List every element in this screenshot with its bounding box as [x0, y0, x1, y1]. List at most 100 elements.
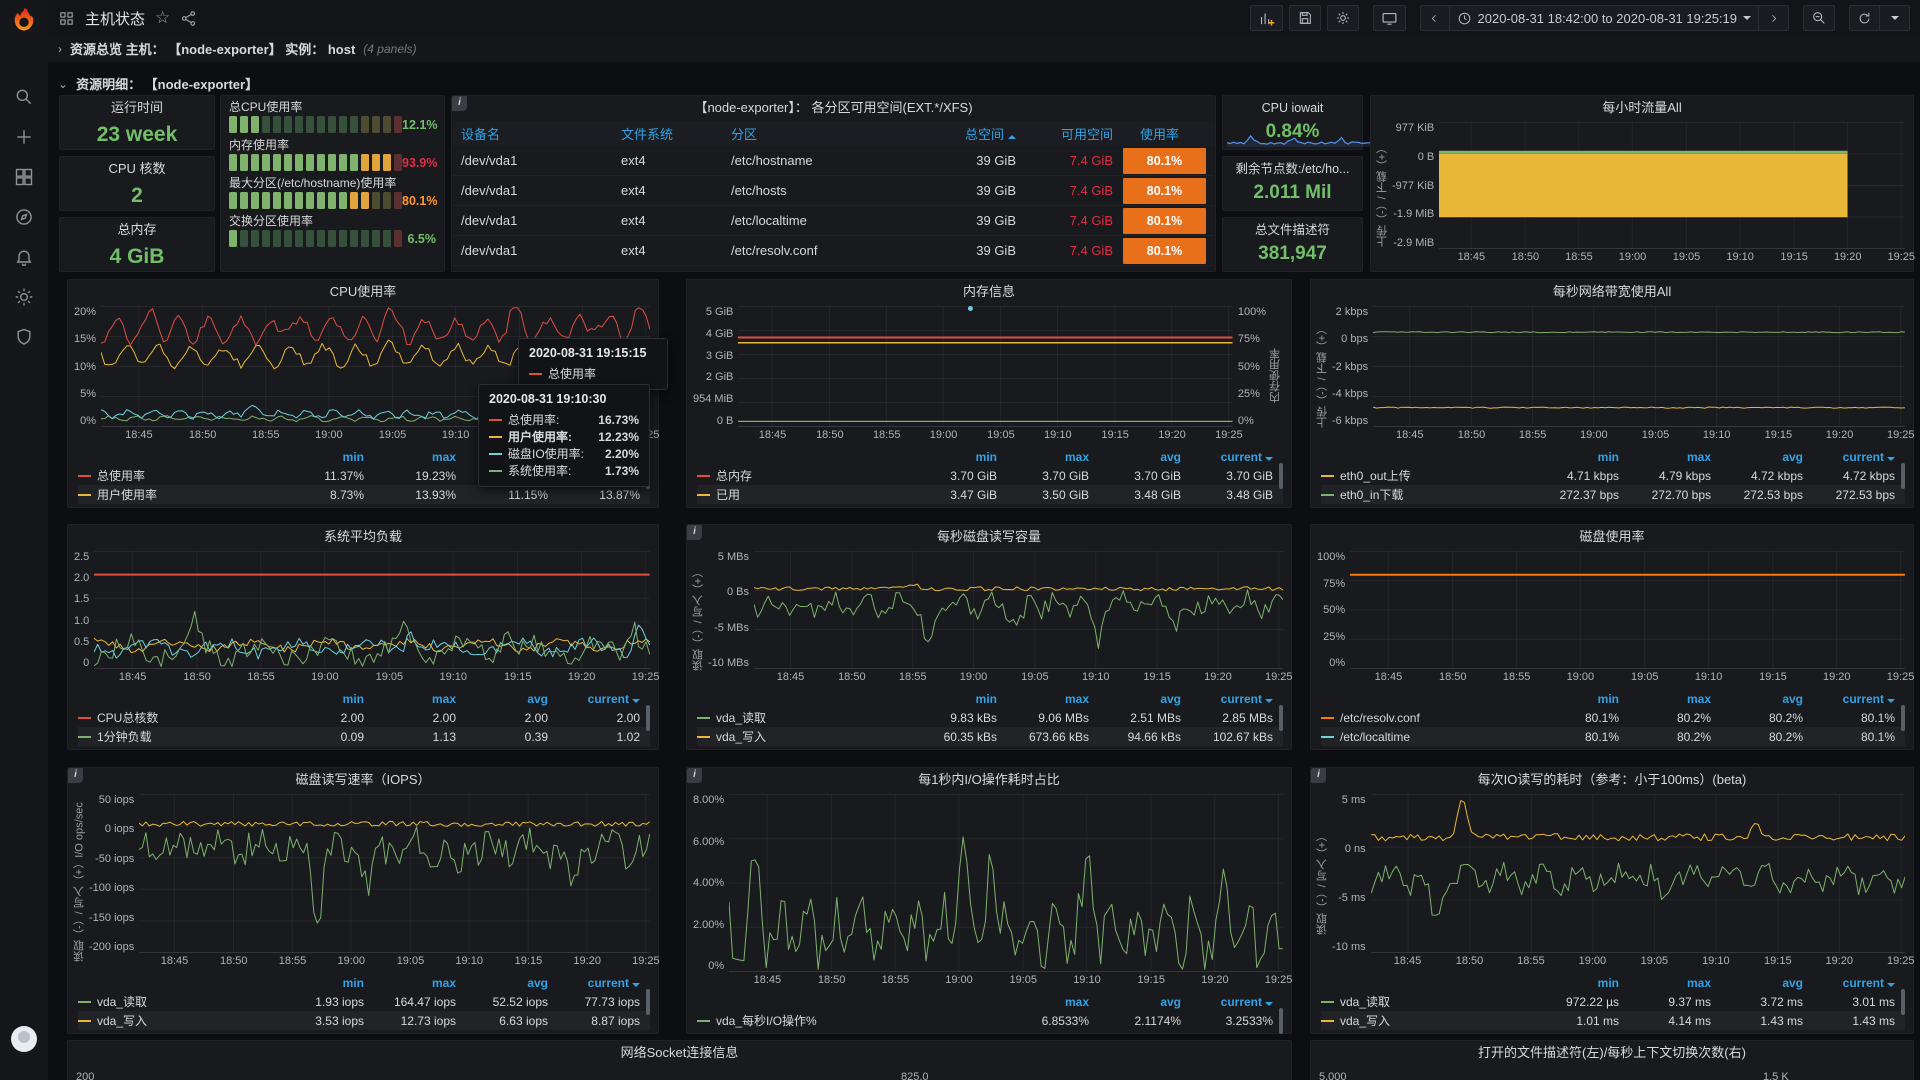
legend-header-max[interactable]: max: [1064, 994, 1089, 1009]
explore-compass-icon[interactable]: [13, 206, 35, 228]
info-icon[interactable]: i: [1311, 768, 1326, 783]
legend-header-max[interactable]: max: [1686, 691, 1711, 706]
time-forward-button[interactable]: [1759, 5, 1789, 31]
legend-header-current[interactable]: current: [548, 692, 640, 706]
legend-scrollbar[interactable]: [646, 989, 650, 1015]
legend-scrollbar[interactable]: [1901, 705, 1905, 731]
info-icon[interactable]: i: [452, 96, 467, 111]
legend-header-current[interactable]: current: [548, 976, 640, 990]
legend-scrollbar[interactable]: [1901, 989, 1905, 1015]
legend-header-current[interactable]: current: [1181, 995, 1273, 1009]
legend-header-max[interactable]: max: [431, 691, 456, 706]
add-panel-button[interactable]: [1249, 5, 1283, 31]
configuration-gear-icon[interactable]: [13, 286, 35, 308]
legend-header-avg[interactable]: avg: [1160, 449, 1181, 464]
dashboard-settings-button[interactable]: [1326, 5, 1359, 31]
table-row[interactable]: /dev/vda1 ext4/etc/hostname 39 GiB 7.4 GiB 8…: [453, 146, 1214, 176]
legend-header-min[interactable]: min: [342, 691, 364, 706]
legend-header-current[interactable]: current: [1181, 692, 1273, 706]
search-icon[interactable]: [13, 86, 35, 108]
legend-scrollbar[interactable]: [646, 705, 650, 731]
info-icon[interactable]: i: [687, 768, 702, 783]
user-avatar[interactable]: [11, 1026, 37, 1052]
legend-series-总使用率[interactable]: 总使用率: [78, 467, 272, 484]
panel-title[interactable]: 每秒网络带宽使用All: [1552, 284, 1672, 299]
legend-header-avg[interactable]: avg: [1160, 691, 1181, 706]
legend-header-min[interactable]: min: [342, 975, 364, 990]
panel-title[interactable]: 打开的文件描述符(左)/每秒上下文切换次数(右): [1478, 1045, 1746, 1060]
legend-series-/etc/resolv.conf[interactable]: /etc/resolv.conf: [1321, 711, 1527, 725]
legend-header-min[interactable]: min: [975, 691, 997, 706]
legend-series-用户使用率[interactable]: 用户使用率: [78, 486, 272, 503]
legend-header-avg[interactable]: avg: [1782, 691, 1803, 706]
legend-series-/etc/localtime[interactable]: /etc/localtime: [1321, 730, 1527, 744]
legend-header-max[interactable]: max: [431, 449, 456, 464]
column-header-分区[interactable]: 分区: [731, 127, 758, 142]
legend-header-min[interactable]: min: [1597, 449, 1619, 464]
legend-header-min[interactable]: min: [1597, 975, 1619, 990]
star-icon[interactable]: ☆: [155, 8, 171, 27]
panel-title[interactable]: 运行时间: [110, 100, 163, 115]
legend-series-vda_写入[interactable]: vda_写入: [78, 1012, 272, 1029]
refresh-interval-dropdown[interactable]: [1880, 5, 1910, 31]
panel-title[interactable]: 系统平均负载: [323, 529, 402, 544]
table-row[interactable]: /dev/vda1 ext4/etc/localtime 39 GiB 7.4 GiB…: [453, 206, 1214, 236]
time-back-button[interactable]: [1419, 5, 1450, 31]
column-header-可用空间[interactable]: 可用空间: [1060, 127, 1113, 142]
legend-series-vda_读取[interactable]: vda_读取: [1321, 993, 1527, 1010]
row-detail-toggle[interactable]: ⌄ 资源明细： 【node-exporter】: [58, 74, 258, 93]
column-header-使用率[interactable]: 使用率: [1139, 127, 1179, 142]
legend-series-vda_每秒I/O操作%[interactable]: vda_每秒I/O操作%: [697, 1012, 997, 1029]
panel-title[interactable]: 磁盘使用率: [1579, 529, 1645, 544]
panel-title[interactable]: 总文件描述符: [1254, 223, 1330, 237]
legend-scrollbar[interactable]: [1901, 463, 1905, 489]
legend-header-avg[interactable]: avg: [527, 691, 548, 706]
zoom-out-time-button[interactable]: [1803, 5, 1835, 31]
dashboards-icon[interactable]: [13, 166, 35, 188]
table-row[interactable]: /dev/vda1 ext4/etc/hosts 39 GiB 7.4 GiB 80.1…: [453, 176, 1214, 206]
alerting-bell-icon[interactable]: [13, 246, 35, 268]
legend-series-CPU总核数[interactable]: CPU总核数: [78, 709, 272, 726]
tv-mode-button[interactable]: [1372, 5, 1406, 31]
panel-title[interactable]: 网络Socket连接信息: [620, 1045, 739, 1060]
legend-header-avg[interactable]: avg: [1782, 449, 1803, 464]
legend-header-max[interactable]: max: [1686, 449, 1711, 464]
legend-series-eth0_in下载[interactable]: eth0_in下载: [1321, 486, 1527, 503]
legend-series-vda_写入[interactable]: vda_写入: [1321, 1012, 1527, 1029]
panel-title[interactable]: 剩余节点数:/etc/ho...: [1235, 162, 1350, 176]
column-header-总空间[interactable]: 总空间: [931, 124, 1016, 143]
row-overview-toggle[interactable]: › 资源总览 主机： 【node-exporter】 实例： host (4 p…: [58, 39, 417, 58]
panel-title[interactable]: CPU iowait: [1261, 101, 1324, 115]
legend-header-max[interactable]: max: [1064, 691, 1089, 706]
column-header-设备名[interactable]: 设备名: [461, 127, 501, 142]
panel-title[interactable]: 内存信息: [962, 284, 1015, 299]
info-icon[interactable]: i: [687, 525, 702, 540]
grafana-logo[interactable]: [10, 6, 38, 34]
legend-series-已用[interactable]: 已用: [697, 486, 905, 503]
legend-scrollbar[interactable]: [1279, 1008, 1283, 1034]
info-icon[interactable]: i: [68, 768, 83, 783]
panel-title[interactable]: 每秒磁盘读写容量: [936, 529, 1041, 544]
panel-title[interactable]: 每次IO读写的耗时（参考：小于100ms）(beta): [1477, 772, 1747, 787]
legend-scrollbar[interactable]: [1279, 705, 1283, 731]
column-header-文件系统[interactable]: 文件系统: [621, 127, 674, 142]
legend-header-current[interactable]: current: [1803, 976, 1895, 990]
legend-scrollbar[interactable]: [1279, 463, 1283, 489]
legend-series-eth0_out上传[interactable]: eth0_out上传: [1321, 467, 1527, 484]
legend-series-vda_写入[interactable]: vda_写入: [697, 728, 905, 745]
apps-grid-icon[interactable]: [58, 10, 75, 27]
legend-header-max[interactable]: max: [431, 975, 456, 990]
legend-header-avg[interactable]: avg: [1782, 975, 1803, 990]
table-row[interactable]: /dev/vda1 ext4/etc/resolv.conf 39 GiB 7.4 G…: [453, 236, 1214, 266]
panel-title[interactable]: CPU使用率: [329, 284, 397, 299]
legend-header-max[interactable]: max: [1686, 975, 1711, 990]
save-dashboard-button[interactable]: [1288, 5, 1321, 31]
legend-series-vda_读取[interactable]: vda_读取: [697, 709, 905, 726]
time-range-picker[interactable]: 2020-08-31 18:42:00 to 2020-08-31 19:25:…: [1449, 5, 1759, 31]
panel-title[interactable]: 【node-exporter】： 各分区可用空间(EXT.*/XFS): [694, 100, 973, 115]
dashboard-title[interactable]: 主机状态: [85, 10, 146, 28]
legend-header-min[interactable]: min: [1597, 691, 1619, 706]
panel-title[interactable]: 每小时流量All: [1602, 100, 1682, 115]
panel-title[interactable]: 每1秒内I/O操作耗时占比: [918, 772, 1060, 787]
refresh-button[interactable]: [1849, 5, 1880, 31]
